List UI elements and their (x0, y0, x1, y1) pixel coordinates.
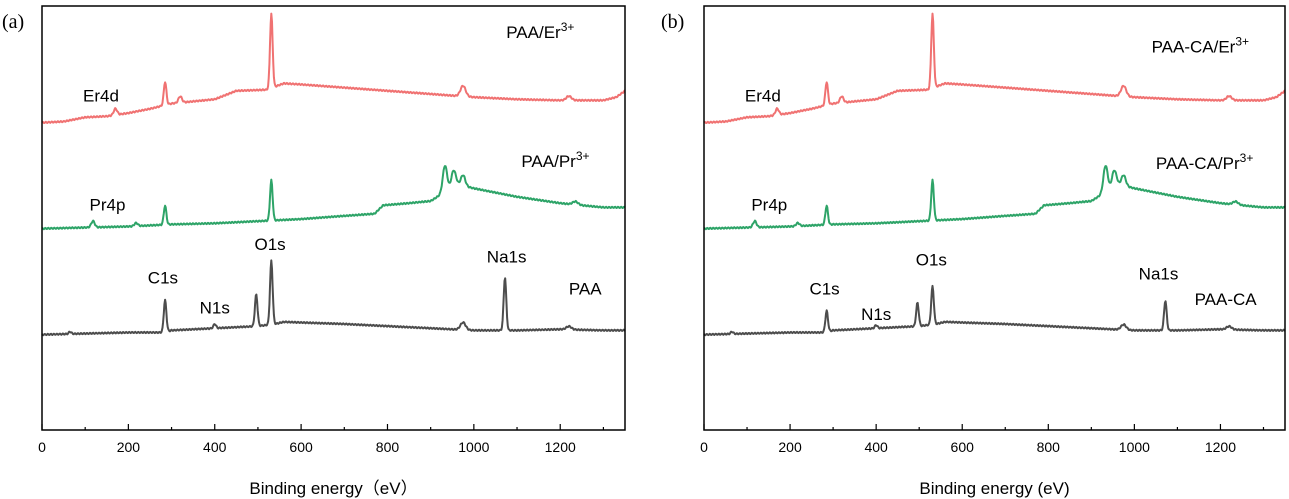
annotation-b-4: O1s (916, 251, 947, 270)
annotation-a-6: PAA/Er3+ (506, 20, 574, 42)
x-tick-label-b-0: 0 (700, 439, 708, 455)
annotation-b-3: N1s (861, 305, 891, 324)
series-line-a-0 (41, 12, 626, 124)
annotation-b-0: Er4d (745, 86, 781, 105)
x-tick-label-a-4: 800 (376, 439, 400, 455)
x-tick-label-a-0: 0 (38, 439, 46, 455)
x-tick-label-a-5: 1000 (458, 439, 489, 455)
plot-frame-b (703, 5, 1286, 431)
x-axis-label-a: Binding energy（eV） (249, 479, 417, 498)
panel-a-chart: 0 200 400 600 800 1000 1200 Binding energy（eV） (… (2, 5, 626, 498)
x-tick-label-a-2: 400 (203, 439, 227, 455)
x-tick-label-a-1: 200 (117, 439, 141, 455)
x-tick-label-b-3: 600 (951, 439, 975, 455)
x-tick-label-b-6: 1200 (1205, 439, 1236, 455)
x-tick-label-b-5: 1000 (1119, 439, 1150, 455)
x-tick-label-b-1: 200 (778, 439, 802, 455)
panel-label-b: (b) (661, 11, 684, 33)
series-line-b-0 (703, 12, 1286, 124)
x-tick-label-a-6: 1200 (545, 439, 576, 455)
annotation-b-2: C1s (809, 279, 839, 298)
annotation-b-5: Na1s (1139, 264, 1179, 283)
annotation-b-1: Pr4p (751, 196, 787, 215)
annotation-a-5: Na1s (487, 248, 527, 267)
series-line-b-1 (703, 165, 1286, 231)
annotation-a-1: Pr4p (90, 196, 126, 215)
series-line-a-1 (41, 165, 626, 231)
x-tick-label-a-3: 600 (289, 439, 313, 455)
x-tick-label-b-2: 400 (864, 439, 888, 455)
annotation-b-6: PAA-CA/Er3+ (1152, 35, 1249, 57)
annotation-b-8: PAA-CA (1195, 290, 1258, 309)
annotation-a-0: Er4d (83, 86, 119, 105)
annotation-a-8: PAA (569, 279, 602, 298)
annotation-a-3: N1s (200, 298, 230, 317)
x-tick-label-b-4: 800 (1037, 439, 1061, 455)
annotation-a-7: PAA/Pr3+ (521, 149, 589, 171)
series-line-b-2 (703, 284, 1286, 337)
plot-frame-a (41, 5, 626, 431)
panel-b-chart: 0 200 400 600 800 1000 1200 Binding energy (eV)… (661, 5, 1286, 498)
x-axis-label-b: Binding energy (eV) (919, 479, 1069, 498)
panel-label-a: (a) (2, 11, 24, 33)
annotation-a-2: C1s (148, 269, 178, 288)
annotation-b-7: PAA-CA/Pr3+ (1156, 151, 1253, 173)
series-line-a-2 (41, 259, 626, 337)
annotation-a-4: O1s (254, 235, 285, 254)
